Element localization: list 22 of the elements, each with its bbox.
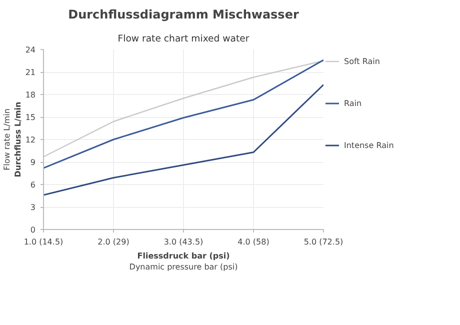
x-tick-label: 1.0 (14.5) bbox=[24, 238, 64, 246]
legend-label: Soft Rain bbox=[344, 56, 381, 66]
chart-title: Durchflussdiagramm Mischwasser bbox=[68, 8, 299, 22]
x-axis-title: Fliessdruck bar (psi) Dynamic pressure bar (psi) bbox=[129, 252, 238, 272]
chart-subtitle: Flow rate chart mixed water bbox=[118, 34, 250, 44]
y-tick-label: 9 bbox=[30, 158, 36, 167]
y-axis-title: Durchfluss L/min Flow rate L/min bbox=[2, 101, 22, 178]
y-tick-label: 12 bbox=[25, 136, 36, 144]
y-tick-label: 0 bbox=[30, 226, 36, 234]
x-tick-label: 2.0 (29) bbox=[98, 238, 130, 246]
x-tick-label: 4.0 (58) bbox=[238, 238, 270, 246]
legend-label: Rain bbox=[344, 98, 363, 108]
y-tick-label: 18 bbox=[25, 90, 36, 100]
y-tick-label: 15 bbox=[25, 113, 36, 122]
line-series bbox=[44, 84, 324, 196]
y-tick-label: 6 bbox=[30, 180, 36, 190]
y-tick-label: 3 bbox=[30, 203, 36, 212]
x-tick-label: 3.0 (43.5) bbox=[164, 238, 204, 246]
x-tick-label: 5.0 (72.5) bbox=[304, 238, 344, 246]
legend-label: Intense Rain bbox=[344, 140, 394, 150]
y-tick-label: 21 bbox=[25, 68, 36, 77]
y-tick-label: 24 bbox=[25, 46, 36, 54]
